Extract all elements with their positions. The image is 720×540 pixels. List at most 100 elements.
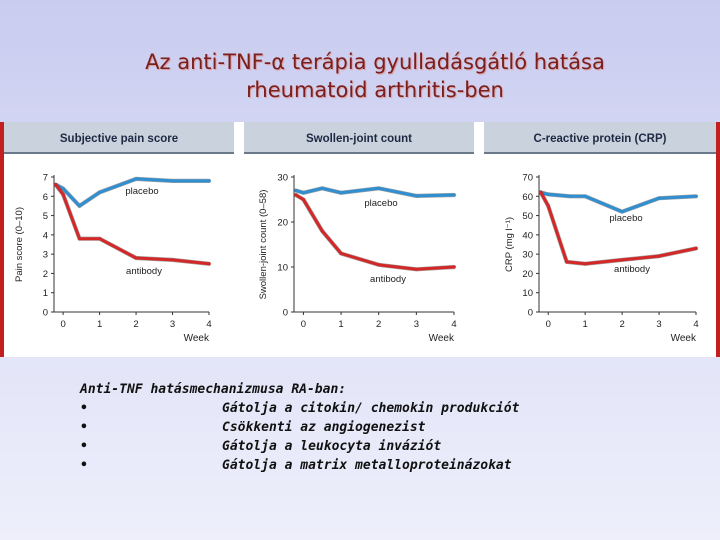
bullet-marker: • [80,420,88,435]
y-tick-label: 3 [43,250,48,261]
antibody-data-point [294,193,298,197]
antibody-data-point [620,258,624,262]
chart-crp: C-reactive protein (CRP) 0 10 20 30 40 50 60 70 0… [484,122,716,344]
y-tick-label: 30 [522,250,533,261]
placebo-series-line [539,190,698,214]
x-tick-label: 3 [656,319,661,330]
placebo-data-point [61,187,65,191]
x-tick-label: 0 [60,319,65,330]
placebo-data-point [207,179,211,183]
y-tick-label: 5 [43,211,48,222]
chart-header-rule [244,152,474,154]
x-tick-label: 2 [133,319,138,330]
chart-pain-score: Subjective pain score 0 1 2 3 4 5 6 7 0 1 2 3 4 Week Pa… [4,122,234,344]
x-tick-label: 4 [693,319,698,330]
antibody-series-label: antibody [370,274,406,285]
notes-heading: Anti-TNF hatásmechanizmusa RA-ban: [80,382,347,397]
antibody-data-point [54,183,58,187]
x-tick-label: 1 [583,319,588,330]
antibody-data-point [77,237,82,241]
antibody-data-point [301,197,305,202]
y-axis-label: CRP (mg l⁻¹) [504,217,515,272]
placebo-data-point [568,194,572,198]
placebo-data-point [294,188,298,193]
y-tick-label: 4 [43,230,48,241]
chart-title: Swollen-joint count [306,133,412,145]
chart-title: Subjective pain score [60,133,178,145]
x-axis-label: Week [429,333,455,344]
x-tick-label: 1 [97,319,102,330]
placebo-data-point [414,194,418,198]
figure-frame-left [0,122,4,357]
y-tick-label: 10 [277,263,288,274]
x-tick-label: 3 [170,319,175,330]
antibody-data-point [546,204,550,208]
x-axis-label: Week [671,333,697,344]
antibody-data-point [320,229,324,233]
antibody-data-point [414,267,418,271]
y-tick-label: 1 [43,288,48,299]
placebo-data-point [98,190,102,194]
bullet-text: Gátolja a matrix metalloproteinázokat [222,458,512,473]
x-tick-label: 4 [206,319,211,330]
antibody-series-line [539,190,698,266]
placebo-data-point [657,196,661,200]
x-tick-label: 0 [301,319,306,330]
antibody-data-point [565,260,569,264]
placebo-data-point [77,204,82,208]
y-tick-label: 0 [283,308,288,319]
y-tick-label: 60 [522,192,533,203]
placebo-series-label: placebo [609,213,642,224]
antibody-series-label: antibody [614,264,650,275]
list-item: • Gátolja a leukocyta inváziót [80,437,700,456]
placebo-data-point [301,191,305,195]
figure-background [0,122,720,357]
y-tick-label: 10 [522,288,533,299]
y-tick-label: 50 [522,211,533,222]
x-tick-label: 3 [414,319,419,330]
figure-frame-right [716,122,720,357]
antibody-data-point [170,258,175,262]
slide-title-line1: Az anti-TNF-α terápia gyulladásgátló hat… [145,50,605,74]
antibody-data-point [694,246,698,250]
chart-header-band [4,122,234,152]
y-tick-label: 7 [43,173,48,184]
x-tick-label: 0 [546,319,551,330]
antibody-data-point [207,262,211,266]
y-tick-label: 0 [43,308,48,319]
placebo-data-point [339,191,343,195]
y-tick-label: 30 [277,173,288,184]
y-axis-label: Pain score (0–10) [14,207,25,282]
bullet-marker: • [80,458,88,473]
antibody-data-point [98,237,102,241]
placebo-data-point [170,179,175,183]
x-tick-label: 1 [338,319,343,330]
x-axis-label: Week [184,333,210,344]
placebo-data-point [620,210,624,214]
antibody-data-point [583,262,587,266]
chart-header-band [244,122,474,152]
y-tick-label: 20 [522,269,533,280]
antibody-data-point [61,192,65,196]
slide-title: Az anti-TNF-α terápia gyulladásgátló hat… [0,48,720,104]
chart-title: C-reactive protein (CRP) [534,133,667,145]
bullet-text: Gátolja a leukocyta inváziót [222,439,442,454]
placebo-series-line [294,186,456,198]
list-item: • Csökkenti az angiogenezist [80,418,700,437]
antibody-data-point [452,265,456,269]
bullet-marker: • [80,401,88,416]
x-tick-label: 2 [619,319,624,330]
placebo-data-point [320,186,324,190]
chart-header-rule [484,152,716,154]
chart-swollen-joint: Swollen-joint count 0 10 20 30 0 1 2 3 4 Week Swoll… [244,122,474,344]
bullet-marker: • [80,439,88,454]
placebo-data-point [583,194,587,198]
y-tick-label: 2 [43,269,48,280]
antibody-data-point [657,254,661,258]
chart-header-band [484,122,716,152]
bullet-text: Csökkenti az angiogenezist [222,420,426,435]
chart-header-rule [4,152,234,154]
antibody-data-point [134,256,138,260]
antibody-series-label: antibody [126,266,162,277]
list-item: • Gátolja a matrix metalloproteinázokat [80,456,700,475]
